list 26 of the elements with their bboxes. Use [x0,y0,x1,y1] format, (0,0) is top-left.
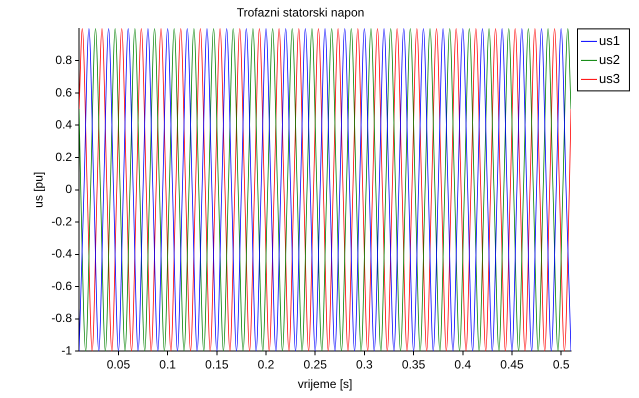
legend-label: us2 [599,52,620,67]
legend-label: us1 [599,32,620,48]
x-tick-label: 0.35 [402,358,426,372]
x-tick-label: 0.15 [205,358,229,372]
y-tick-label: -1 [61,344,72,358]
chart-title: Trofazni statorski napon [236,6,364,20]
x-axis-title: vrijeme [s] [298,377,352,392]
y-tick-label: 0.8 [55,52,72,67]
x-tick-label: 0.5 [552,358,570,372]
y-tick-label: -0.8 [51,311,72,326]
x-tick-label: 0.3 [356,358,374,372]
x-tick-label: 0.05 [106,358,130,372]
x-tick-label: 0.2 [258,358,275,372]
y-tick-label: -0.2 [51,214,72,228]
y-tick-label: -0.4 [51,246,72,261]
y-tick-label: 0.2 [55,150,72,164]
y-axis-title: us [pu] [32,172,46,208]
y-tick-label: 0 [65,182,72,196]
legend-label: us3 [599,70,620,86]
x-tick-label: 0.25 [304,358,328,372]
y-tick-label: 0.4 [55,118,72,132]
y-tick-label: -0.6 [51,278,72,293]
x-tick-label: 0.45 [500,358,524,372]
x-tick-label: 0.4 [454,358,472,372]
x-tick-label: 0.1 [159,358,176,372]
y-tick-label: 0.6 [55,85,72,100]
